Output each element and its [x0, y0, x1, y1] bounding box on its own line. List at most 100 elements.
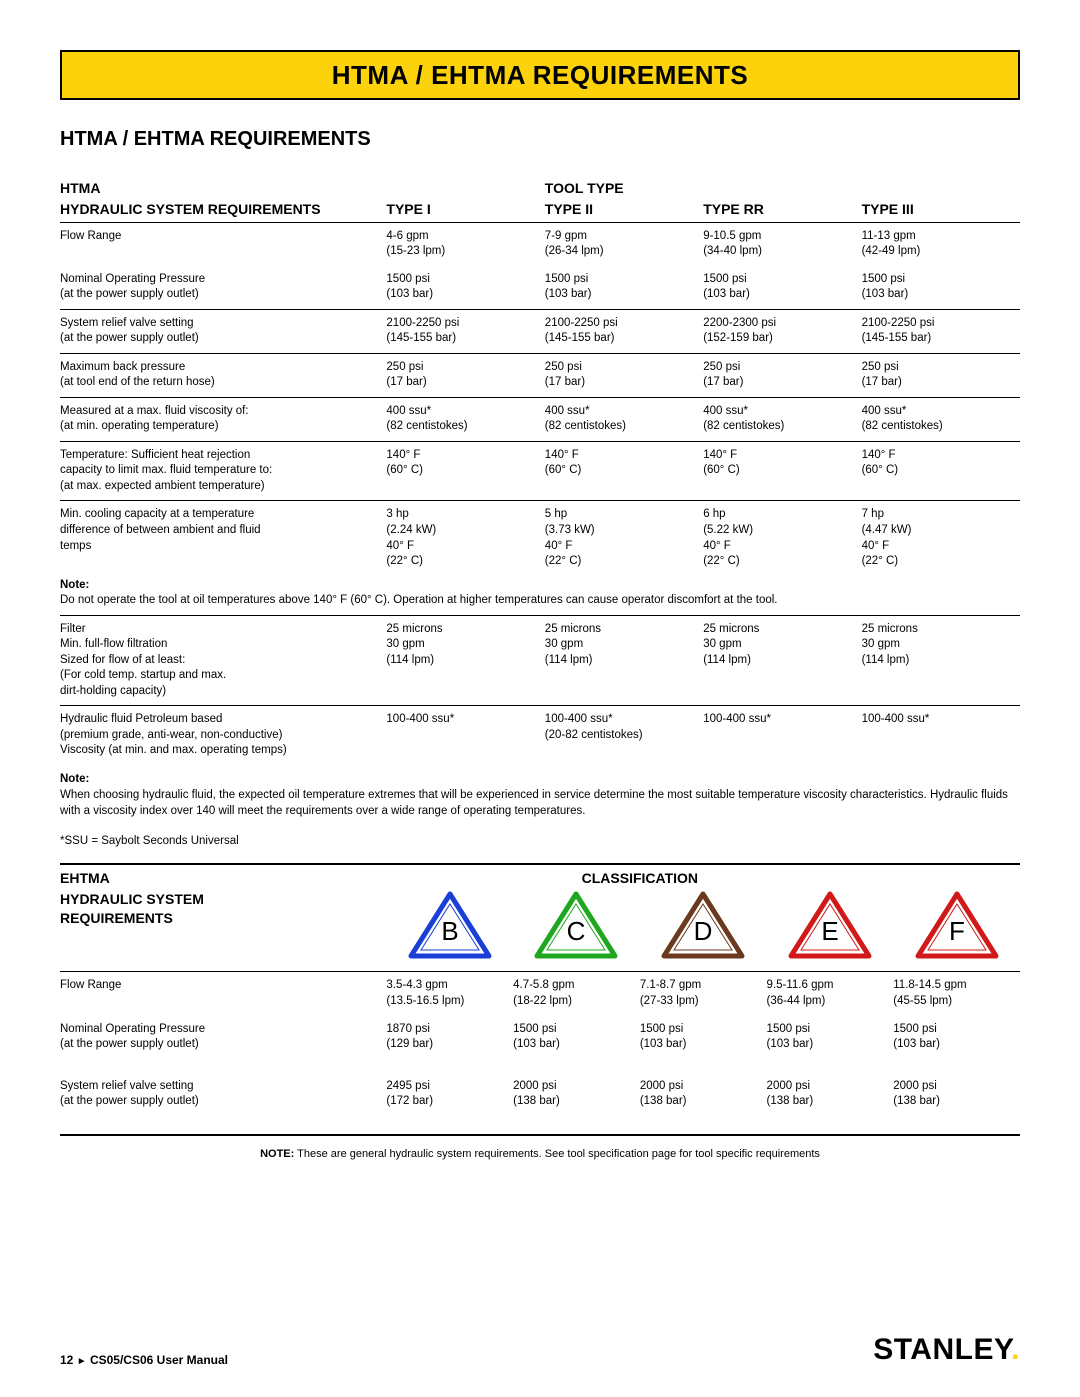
cell: (138 bar) [640, 1094, 767, 1116]
row-label [60, 994, 386, 1016]
cell: 250 psi [862, 353, 1020, 375]
banner-title: HTMA / EHTMA REQUIREMENTS [332, 60, 748, 91]
cell [862, 479, 1020, 501]
row-label: Sized for flow of at least: [60, 653, 386, 669]
cell: 400 ssu* [545, 397, 703, 419]
cell: 1500 psi [386, 266, 544, 288]
htma-label-2: HYDRAULIC SYSTEM REQUIREMENTS [60, 200, 386, 222]
cell: (138 bar) [893, 1094, 1020, 1116]
row-label: Flow Range [60, 972, 386, 994]
page-footer: 12 ► CS05/CS06 User Manual STANLEY. [60, 1333, 1020, 1367]
cell: 1500 psi [767, 1016, 894, 1038]
cell: (103 bar) [545, 287, 703, 309]
tool-type-label: TOOL TYPE [545, 179, 862, 200]
classification-triangle-icon: D [640, 890, 767, 968]
row-label: difference of between ambient and fluid [60, 523, 386, 539]
cell: 11-13 gpm [862, 222, 1020, 244]
row-label: (at the power supply outlet) [60, 331, 386, 353]
cell: (60° C) [862, 463, 1020, 479]
cell [545, 743, 703, 765]
row-label [60, 554, 386, 576]
classification-label: CLASSIFICATION [513, 865, 766, 890]
row-label: Min. full-flow filtration [60, 637, 386, 653]
cell [862, 728, 1020, 744]
cell [703, 743, 861, 765]
ehtma-label-3: REQUIREMENTS [60, 910, 173, 926]
cell: 40° F [703, 539, 861, 555]
cell: (3.73 kW) [545, 523, 703, 539]
cell: (17 bar) [862, 375, 1020, 397]
cell: 11.8-14.5 gpm [893, 972, 1020, 994]
cell: (4.47 kW) [862, 523, 1020, 539]
row-label: Viscosity (at min. and max. operating te… [60, 743, 386, 765]
cell: 100-400 ssu* [862, 706, 1020, 728]
cell: 2100-2250 psi [545, 309, 703, 331]
cell: 1870 psi [386, 1016, 513, 1038]
cell: (82 centistokes) [545, 419, 703, 441]
svg-text:D: D [694, 916, 713, 946]
cell: 5 hp [545, 501, 703, 523]
row-label: Hydraulic fluid Petroleum based [60, 706, 386, 728]
cell: (20-82 centistokes) [545, 728, 703, 744]
cell [862, 684, 1020, 706]
cell: 9.5-11.6 gpm [767, 972, 894, 994]
cell: (103 bar) [703, 287, 861, 309]
cell: 2000 psi [640, 1073, 767, 1095]
cell: 4.7-5.8 gpm [513, 972, 640, 994]
htma-table: HTMA TOOL TYPE HYDRAULIC SYSTEM REQUIREM… [60, 179, 1020, 765]
type-col-1: TYPE II [545, 200, 703, 222]
cell: (114 lpm) [386, 653, 544, 669]
cell: (103 bar) [513, 1037, 640, 1059]
ehtma-table: EHTMA CLASSIFICATION HYDRAULIC SYSTEM RE… [60, 865, 1020, 1133]
row-label: Min. cooling capacity at a temperature [60, 501, 386, 523]
cell: (82 centistokes) [703, 419, 861, 441]
cell: (103 bar) [862, 287, 1020, 309]
cell: 250 psi [386, 353, 544, 375]
cell: (60° C) [545, 463, 703, 479]
cell: 2000 psi [513, 1073, 640, 1095]
note2-body: When choosing hydraulic fluid, the expec… [60, 787, 1020, 819]
cell [545, 684, 703, 706]
cell: (114 lpm) [862, 653, 1020, 669]
cell: (13.5-16.5 lpm) [386, 994, 513, 1016]
cell: (82 centistokes) [862, 419, 1020, 441]
cell [703, 479, 861, 501]
cell: 100-400 ssu* [386, 706, 544, 728]
cell: (103 bar) [893, 1037, 1020, 1059]
cell: 30 gpm [545, 637, 703, 653]
brand-logo: STANLEY. [873, 1333, 1020, 1367]
cell: 140° F [386, 441, 544, 463]
cell: (114 lpm) [545, 653, 703, 669]
cell: 30 gpm [862, 637, 1020, 653]
row-label: (at tool end of the return hose) [60, 375, 386, 397]
row-label: Temperature: Sufficient heat rejection [60, 441, 386, 463]
cell: 2000 psi [893, 1073, 1020, 1095]
cell: 1500 psi [640, 1016, 767, 1038]
type-col-0: TYPE I [386, 200, 544, 222]
cell [545, 479, 703, 501]
htma-label-1: HTMA [60, 179, 386, 200]
classification-triangle-icon: C [513, 890, 640, 968]
cell: 4-6 gpm [386, 222, 544, 244]
row-label: (For cold temp. startup and max. [60, 668, 386, 684]
cell: (172 bar) [386, 1094, 513, 1116]
classification-triangle-icon: F [893, 890, 1020, 968]
cell [703, 728, 861, 744]
cell: (138 bar) [767, 1094, 894, 1116]
cell: 7 hp [862, 501, 1020, 523]
cell: (5.22 kW) [703, 523, 861, 539]
footer-note: NOTE: These are general hydraulic system… [60, 1148, 1020, 1160]
cell: 1500 psi [862, 266, 1020, 288]
cell: (145-155 bar) [862, 331, 1020, 353]
row-label: (at the power supply outlet) [60, 287, 386, 309]
ehtma-label-1: EHTMA [60, 865, 386, 890]
cell: (34-40 lpm) [703, 244, 861, 266]
cell: 9-10.5 gpm [703, 222, 861, 244]
cell: (103 bar) [386, 287, 544, 309]
row-label: (at min. operating temperature) [60, 419, 386, 441]
cell: (60° C) [386, 463, 544, 479]
cell: 400 ssu* [386, 397, 544, 419]
cell: 6 hp [703, 501, 861, 523]
cell [862, 743, 1020, 765]
svg-text:E: E [821, 916, 838, 946]
